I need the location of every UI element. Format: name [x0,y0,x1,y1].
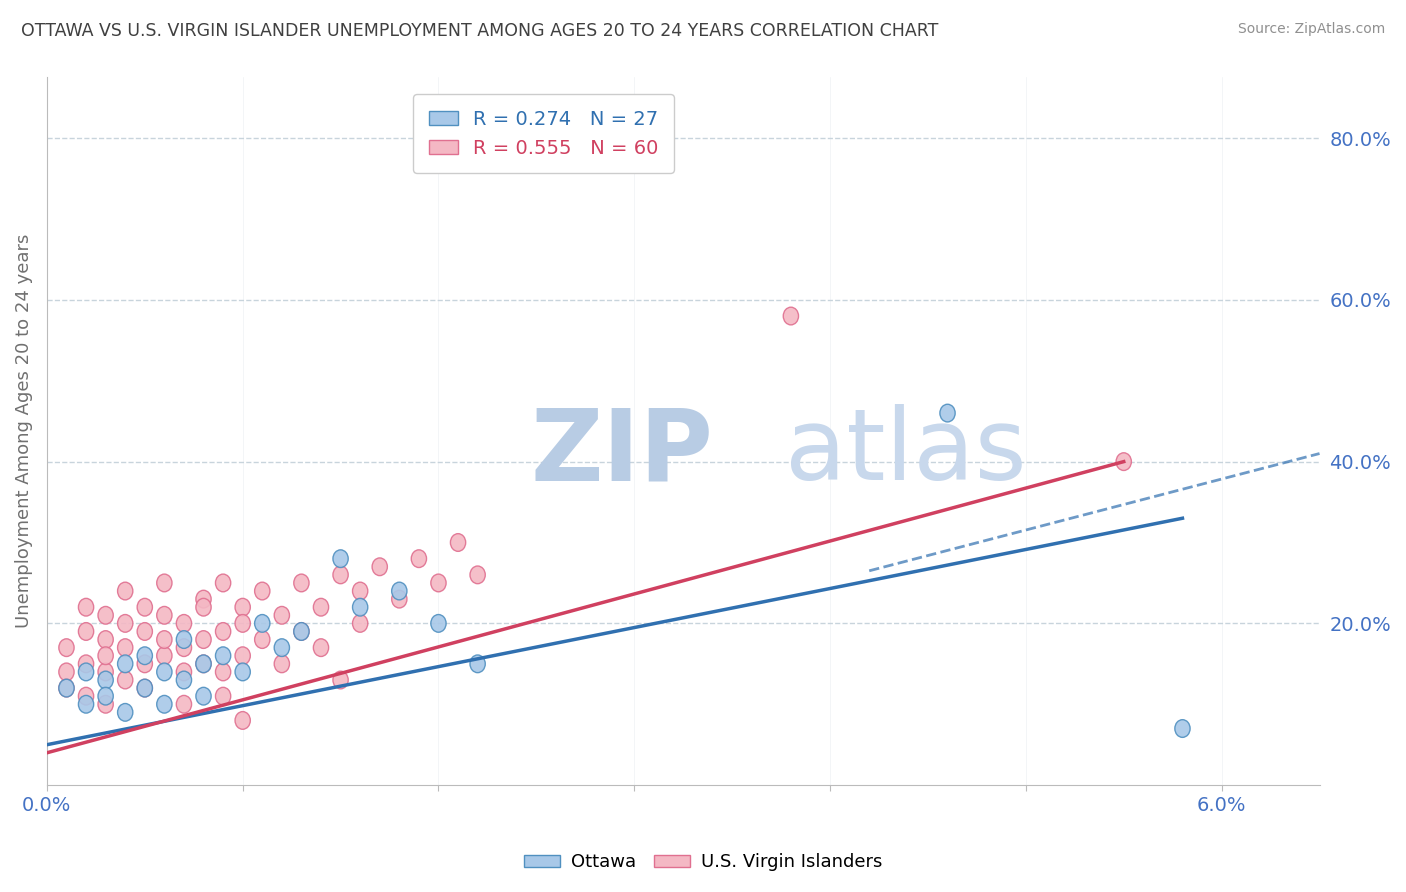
Ellipse shape [79,696,94,713]
Ellipse shape [118,655,132,673]
Ellipse shape [59,639,75,657]
Ellipse shape [59,679,75,697]
Ellipse shape [274,655,290,673]
Ellipse shape [195,599,211,616]
Ellipse shape [98,607,114,624]
Ellipse shape [118,582,132,600]
Ellipse shape [783,307,799,325]
Ellipse shape [254,631,270,648]
Ellipse shape [176,615,191,632]
Ellipse shape [333,549,349,567]
Ellipse shape [156,631,172,648]
Ellipse shape [195,655,211,673]
Ellipse shape [373,558,388,575]
Ellipse shape [215,647,231,665]
Ellipse shape [195,631,211,648]
Ellipse shape [195,591,211,608]
Ellipse shape [156,647,172,665]
Ellipse shape [939,404,955,422]
Ellipse shape [138,623,152,640]
Ellipse shape [353,615,368,632]
Ellipse shape [118,615,132,632]
Ellipse shape [430,615,446,632]
Ellipse shape [176,671,191,689]
Ellipse shape [79,663,94,681]
Text: OTTAWA VS U.S. VIRGIN ISLANDER UNEMPLOYMENT AMONG AGES 20 TO 24 YEARS CORRELATIO: OTTAWA VS U.S. VIRGIN ISLANDER UNEMPLOYM… [21,22,938,40]
Ellipse shape [235,712,250,730]
Ellipse shape [138,679,152,697]
Ellipse shape [79,655,94,673]
Ellipse shape [79,688,94,705]
Ellipse shape [138,599,152,616]
Ellipse shape [470,655,485,673]
Ellipse shape [176,663,191,681]
Ellipse shape [235,647,250,665]
Legend: Ottawa, U.S. Virgin Islanders: Ottawa, U.S. Virgin Islanders [516,847,890,879]
Ellipse shape [274,607,290,624]
Ellipse shape [333,566,349,583]
Ellipse shape [294,623,309,640]
Ellipse shape [98,647,114,665]
Ellipse shape [118,671,132,689]
Ellipse shape [215,623,231,640]
Ellipse shape [176,696,191,713]
Ellipse shape [98,696,114,713]
Ellipse shape [176,631,191,648]
Ellipse shape [98,663,114,681]
Ellipse shape [79,623,94,640]
Ellipse shape [215,574,231,591]
Ellipse shape [176,639,191,657]
Text: Source: ZipAtlas.com: Source: ZipAtlas.com [1237,22,1385,37]
Ellipse shape [138,655,152,673]
Ellipse shape [59,663,75,681]
Ellipse shape [235,615,250,632]
Ellipse shape [118,639,132,657]
Ellipse shape [118,704,132,722]
Ellipse shape [470,566,485,583]
Ellipse shape [156,663,172,681]
Ellipse shape [156,696,172,713]
Ellipse shape [98,688,114,705]
Ellipse shape [138,647,152,665]
Ellipse shape [79,599,94,616]
Ellipse shape [156,574,172,591]
Ellipse shape [215,663,231,681]
Ellipse shape [195,688,211,705]
Ellipse shape [1175,720,1189,738]
Ellipse shape [254,615,270,632]
Ellipse shape [314,639,329,657]
Text: ZIP: ZIP [530,404,713,501]
Ellipse shape [314,599,329,616]
Ellipse shape [235,663,250,681]
Ellipse shape [1116,453,1132,470]
Ellipse shape [430,574,446,591]
Ellipse shape [59,679,75,697]
Ellipse shape [235,599,250,616]
Ellipse shape [392,591,406,608]
Ellipse shape [195,655,211,673]
Y-axis label: Unemployment Among Ages 20 to 24 years: Unemployment Among Ages 20 to 24 years [15,234,32,629]
Text: atlas: atlas [785,404,1026,501]
Ellipse shape [156,607,172,624]
Ellipse shape [98,671,114,689]
Ellipse shape [215,688,231,705]
Ellipse shape [450,533,465,551]
Ellipse shape [294,574,309,591]
Ellipse shape [254,582,270,600]
Ellipse shape [98,631,114,648]
Ellipse shape [412,549,426,567]
Legend: R = 0.274   N = 27, R = 0.555   N = 60: R = 0.274 N = 27, R = 0.555 N = 60 [413,95,673,173]
Ellipse shape [138,679,152,697]
Ellipse shape [294,623,309,640]
Ellipse shape [353,582,368,600]
Ellipse shape [333,671,349,689]
Ellipse shape [274,639,290,657]
Ellipse shape [392,582,406,600]
Ellipse shape [353,599,368,616]
